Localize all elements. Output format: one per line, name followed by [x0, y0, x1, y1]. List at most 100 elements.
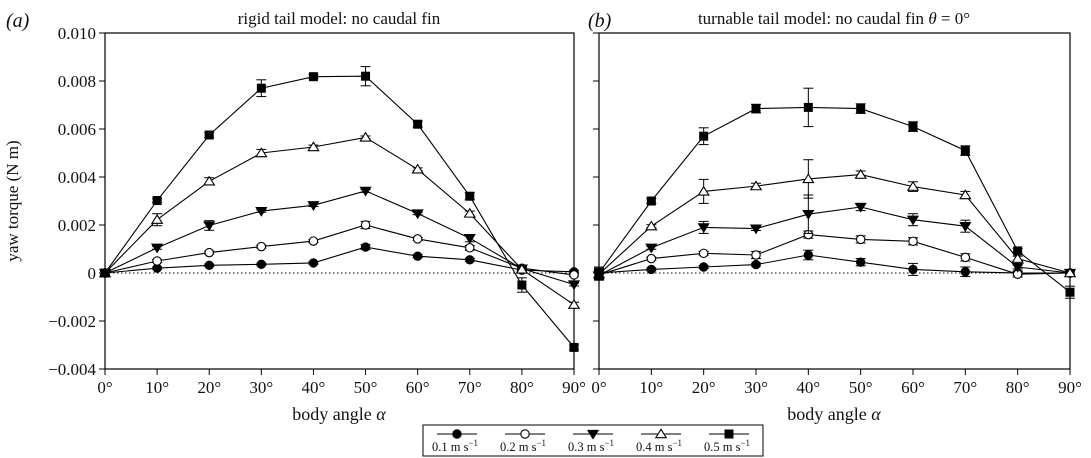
x-tick-label: 60° [406, 378, 430, 397]
panel-a-y-ticks: −0.004 −0.002 0 0.002 0.004 0.006 0.008 0.010 [48, 24, 105, 379]
data-point [307, 141, 320, 152]
x-tick-label: 20° [197, 378, 221, 397]
data-point [569, 342, 579, 352]
data-point [751, 259, 761, 270]
legend-marker [654, 428, 668, 439]
x-tick-label: 70° [953, 378, 977, 397]
panel-a-x-ticks: 0° 10° 20° 30° 40° 50° 60° 70° 80° 90° [97, 369, 586, 397]
legend-marker [724, 429, 734, 439]
data-point [855, 234, 866, 245]
panel-b-series [592, 87, 1077, 299]
data-point [465, 243, 475, 253]
data-point [256, 83, 266, 93]
data-point [697, 185, 710, 196]
data-point [256, 259, 267, 270]
panel-b-y-ticks [593, 32, 599, 370]
panel-a-title: rigid tail model: no caudal fin [238, 9, 441, 28]
data-point [360, 220, 371, 230]
data-point [1011, 262, 1024, 273]
data-point [412, 251, 423, 261]
panel-a-plot-frame [104, 32, 575, 370]
series-line [598, 106, 1071, 293]
data-point [255, 206, 268, 217]
data-point [960, 252, 971, 263]
data-point [803, 250, 814, 260]
data-point [855, 257, 866, 267]
y-tick-label: 0 [88, 264, 97, 283]
data-point [594, 268, 604, 278]
data-point [751, 104, 761, 114]
data-point [908, 122, 918, 132]
data-point [959, 222, 972, 232]
data-point [908, 264, 918, 275]
data-point [204, 260, 214, 271]
data-point [645, 220, 658, 231]
x-tick-label: 90° [562, 378, 586, 397]
data-point [959, 189, 972, 200]
data-point [359, 131, 372, 142]
data-point [463, 207, 476, 218]
y-tick-label: 0.006 [58, 120, 96, 139]
x-tick-label: 80° [1006, 378, 1030, 397]
data-point [803, 102, 813, 112]
data-point [204, 247, 214, 258]
panel-b-x-ticks: 0° 10° 20° 30° 40° 50° 60° 70° 80° 90° [591, 369, 1082, 397]
data-point [569, 270, 579, 280]
data-point [567, 280, 581, 291]
panel-b-label: (b) [588, 10, 612, 32]
data-point [749, 180, 763, 191]
y-tick-label: 0.004 [58, 168, 97, 187]
panel-b-title: turnable tail model: no caudal fin θ = 0… [698, 9, 970, 28]
data-point [411, 209, 424, 220]
legend-label: 0.1 m s−1 [432, 438, 478, 454]
x-tick-label: 90° [1058, 378, 1082, 397]
x-tick-label: 10° [145, 378, 169, 397]
series-line [104, 224, 575, 276]
data-point [645, 243, 658, 254]
series-line [104, 75, 575, 348]
y-tick-label: 0.002 [58, 216, 96, 235]
data-point [1013, 246, 1023, 256]
x-tick-label: 60° [901, 378, 925, 397]
legend-label: 0.5 m s−1 [704, 438, 750, 454]
data-point [751, 250, 761, 260]
data-point [413, 119, 423, 129]
data-point [698, 248, 709, 259]
x-tick-label: 40° [302, 378, 326, 397]
data-point [463, 234, 476, 244]
data-point [204, 130, 214, 140]
legend-marker [452, 429, 462, 439]
x-tick-label: 20° [692, 378, 716, 397]
panel-a-x-axis-label: body angle α [292, 404, 386, 424]
data-point [749, 224, 763, 235]
x-tick-label: 0° [97, 378, 112, 397]
series-line [104, 136, 575, 306]
panel-b-plot-frame [598, 32, 1071, 370]
data-point [906, 215, 920, 226]
y-tick-label: −0.004 [48, 360, 96, 379]
data-point [152, 196, 162, 206]
legend-label: 0.2 m s−1 [500, 438, 546, 454]
panel-a-label: (a) [6, 10, 30, 32]
series-line [104, 190, 575, 286]
legend-items: 0.1 m s−1 0.2 m s−1 0.3 m s−1 0.4 m s−1 0.5 … [432, 428, 750, 454]
x-tick-label: 50° [354, 378, 378, 397]
x-tick-label: 50° [849, 378, 873, 397]
x-tick-label: 30° [744, 378, 768, 397]
data-point [646, 253, 657, 264]
data-point [1065, 287, 1075, 297]
data-point [960, 146, 970, 156]
data-point [203, 221, 216, 232]
y-tick-label: 0.008 [58, 72, 96, 91]
data-point [203, 175, 216, 186]
data-point [151, 243, 164, 254]
legend-label: 0.3 m s−1 [568, 438, 614, 454]
series-line [598, 254, 1070, 274]
x-tick-label: 40° [796, 378, 820, 397]
data-point [100, 268, 110, 278]
data-point [697, 223, 710, 234]
data-point [1063, 267, 1077, 278]
x-tick-label: 70° [458, 378, 482, 397]
y-tick-label: −0.002 [48, 312, 96, 331]
